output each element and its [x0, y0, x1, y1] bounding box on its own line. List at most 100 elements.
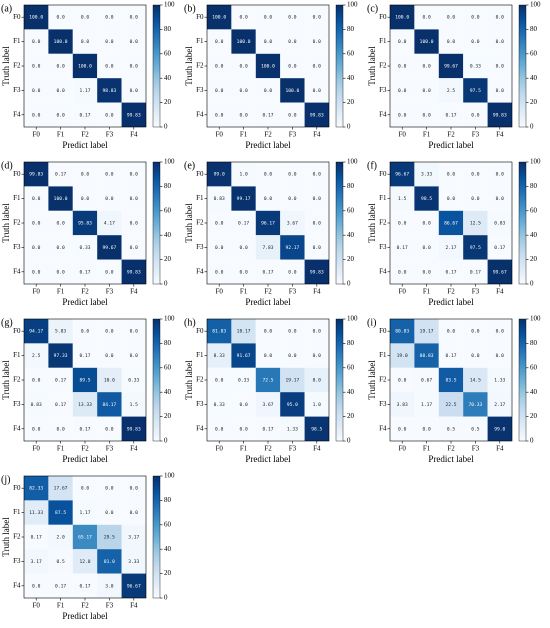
colorbar-tick-label: 60: [347, 363, 355, 371]
heatmap-cell: [48, 186, 73, 211]
x-tick-label: F0: [32, 445, 40, 453]
heatmap-cell: [207, 78, 232, 103]
cell-value-label: 97.5: [470, 245, 481, 251]
cell-value-label: 0.0: [313, 196, 322, 202]
cell-value-label: 98.83: [102, 88, 116, 94]
heatmap-cell: [463, 102, 488, 127]
cell-value-label: 0.0: [215, 64, 224, 70]
y-tick-label: F3: [196, 243, 204, 251]
y-tick-label: F1: [196, 37, 204, 45]
colorbar: [335, 161, 344, 285]
heatmap-cell: [207, 5, 232, 30]
cell-value-label: 0.0: [32, 245, 41, 251]
y-tick-label: F0: [379, 13, 387, 21]
cell-value-label: 19.17: [285, 378, 299, 384]
colorbar-tick-label: 80: [164, 182, 172, 190]
heatmap-cell: [231, 102, 256, 127]
heatmap-cell: [280, 29, 305, 54]
cell-value-label: 0.17: [79, 426, 90, 432]
heatmap-cell: [280, 259, 305, 284]
colorbar-tick-label: 100: [530, 1, 541, 9]
y-tick-label: F4: [196, 267, 204, 275]
heatmap-cell: [304, 416, 329, 441]
heatmap-cell: [414, 343, 439, 368]
cell-value-label: 0.0: [56, 64, 65, 70]
heatmap-cell: [255, 416, 281, 441]
heatmap-cell: [97, 416, 122, 441]
x-tick-label: F2: [447, 445, 455, 453]
x-tick-label: F1: [423, 131, 431, 139]
cell-value-label: 0.83: [31, 402, 42, 408]
x-tick-label: F3: [289, 288, 297, 296]
cell-value-label: 0.0: [398, 269, 407, 275]
cell-value-label: 65.17: [78, 535, 92, 541]
heatmap-cell: [304, 343, 329, 368]
y-axis-title: Truth label: [1, 203, 11, 243]
heatmap-cell: [414, 416, 439, 441]
heatmap-cell: [72, 367, 98, 393]
y-axis-title: Truth label: [1, 46, 11, 86]
heatmap-cell: [487, 392, 512, 417]
cell-value-label: 80.83: [395, 329, 409, 335]
cell-value-label: 0.0: [32, 221, 41, 227]
heatmap-cell: [280, 53, 305, 79]
cell-value-label: 0.0: [288, 39, 297, 45]
heatmap-cell: [255, 367, 281, 393]
cell-value-label: 10.0: [104, 378, 115, 384]
heatmap-cell: [304, 162, 329, 187]
heatmap-cell: [121, 210, 146, 236]
heatmap-cell: [121, 319, 146, 344]
cell-value-label: 0.17: [55, 378, 66, 384]
cell-value-label: 99.83: [310, 112, 324, 118]
cell-value-label: 0.0: [239, 269, 248, 275]
heatmap-cell: [72, 5, 98, 30]
cell-value-label: 0.0: [313, 64, 322, 70]
heatmap-cell: [304, 210, 329, 236]
colorbar-tick-label: 100: [164, 1, 175, 9]
x-tick-label: F4: [313, 445, 321, 453]
colorbar-tick-label: 100: [530, 158, 541, 166]
cell-value-label: 0.17: [31, 535, 42, 541]
colorbar-tick-label: 100: [347, 158, 358, 166]
cell-value-label: 100.0: [395, 15, 409, 21]
cell-value-label: 0.0: [313, 329, 322, 335]
heatmap-cell: [24, 367, 49, 393]
cell-value-label: 95.83: [78, 221, 92, 227]
heatmap-cell: [97, 367, 122, 393]
heatmap-cell: [24, 319, 49, 344]
heatmap-cell: [390, 259, 415, 284]
heatmap-cell: [72, 343, 98, 368]
cell-value-label: 0.5: [471, 426, 480, 432]
cell-value-label: 96.67: [127, 583, 141, 589]
heatmap-cell: [72, 210, 98, 236]
heatmap-cell: [438, 78, 464, 103]
heatmap-cell: [463, 78, 488, 103]
cell-value-label: 5.83: [55, 329, 66, 335]
heatmap-cell: [24, 186, 49, 211]
cell-value-label: 12.5: [470, 221, 481, 227]
heatmap-cell: [414, 53, 439, 79]
heatmap-cell: [438, 53, 464, 79]
heatmap-cell: [97, 102, 122, 127]
heatmap-cell: [255, 210, 281, 236]
x-tick-label: F1: [240, 445, 248, 453]
colorbar: [335, 318, 344, 442]
heatmap-cell: [207, 235, 232, 260]
cell-value-label: 0.17: [55, 172, 66, 178]
x-axis-title: Predict label: [245, 454, 291, 464]
heatmap-cell: [463, 367, 488, 393]
colorbar-tick-label: 40: [530, 231, 538, 239]
heatmap-cell: [97, 29, 122, 54]
cell-value-label: 0.17: [79, 353, 90, 359]
y-tick-label: F3: [379, 400, 387, 408]
cell-value-label: 18.17: [237, 329, 251, 335]
heatmap-cell: [390, 5, 415, 30]
heatmap-cell: [438, 319, 464, 344]
cell-value-label: 0.0: [264, 88, 273, 94]
heatmap-cell: [207, 29, 232, 54]
x-tick-label: F3: [106, 602, 114, 610]
cell-value-label: 0.0: [422, 15, 431, 21]
colorbar-tick-label: 60: [530, 206, 538, 214]
colorbar-tick-label: 0: [164, 280, 168, 288]
